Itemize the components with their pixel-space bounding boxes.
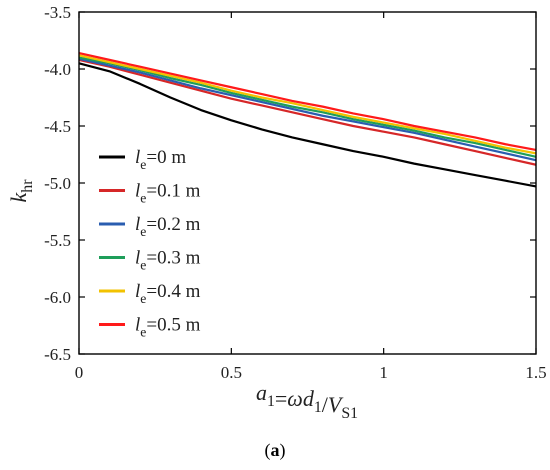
x-tick-label: 1.5 (525, 363, 546, 382)
x-tick-label: 0.5 (221, 363, 242, 382)
y-tick-label: -4.0 (44, 60, 71, 79)
legend: le=0 m le=0.1 m le=0.2 m le=0.3 m le=0.4 m le… (99, 147, 201, 340)
legend-label-5: le=0.5 m (135, 315, 201, 340)
x-axis-label: a1=ωd1/VS1 (256, 380, 358, 422)
series-lines (78, 51, 537, 188)
y-axis-label: khr (6, 179, 36, 203)
x-tick-label: 0 (75, 363, 84, 382)
legend-label-0: le=0 m (135, 147, 186, 172)
series-line-1 (78, 58, 537, 166)
x-tick-label: 1 (379, 363, 388, 382)
figure-caption: (a) (265, 440, 286, 461)
y-tick-label: -5.5 (44, 231, 71, 250)
legend-label-1: le=0.1 m (135, 181, 201, 206)
series-line-2 (78, 57, 537, 162)
series-line-0 (78, 62, 537, 188)
series-line-5 (78, 51, 537, 152)
y-tick-label: -6.5 (44, 345, 71, 364)
legend-label-3: le=0.3 m (135, 248, 201, 273)
y-tick-label: -6.0 (44, 288, 71, 307)
series-line-4 (78, 54, 537, 155)
legend-label-4: le=0.4 m (135, 281, 201, 306)
legend-label-2: le=0.2 m (135, 214, 201, 239)
y-tick-label: -4.5 (44, 117, 71, 136)
y-tick-label: -3.5 (44, 3, 71, 22)
series-line-3 (78, 56, 537, 158)
y-tick-label: -5.0 (44, 174, 71, 193)
